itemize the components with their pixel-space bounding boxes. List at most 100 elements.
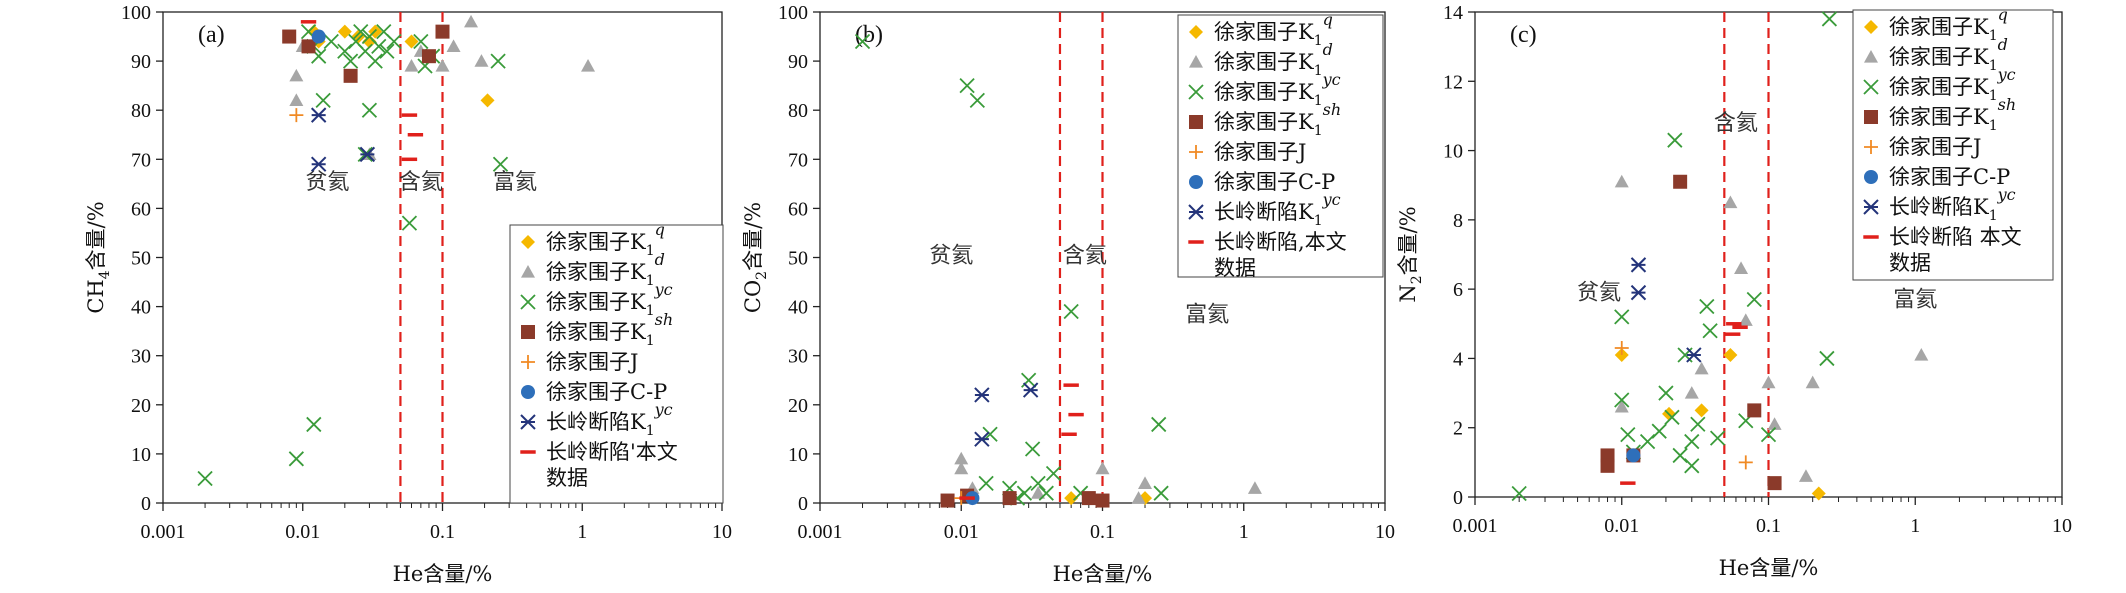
legend-item-xcp: 徐家围子C-P <box>1864 165 2010 189</box>
zone-label: 富氦 <box>493 170 537 195</box>
legend-marker <box>1864 20 1878 34</box>
legend-item-xq: 徐家围子K1q <box>1864 5 2008 44</box>
x-axis-title: He含量/% <box>1053 562 1153 586</box>
series-xd <box>954 451 1262 504</box>
data-point <box>1798 469 1813 482</box>
data-point <box>1600 458 1615 473</box>
data-point <box>404 34 419 49</box>
x-tick-label: 10 <box>712 521 732 543</box>
series-xyc <box>854 33 1169 506</box>
legend-label-sub: 1 <box>1314 63 1323 79</box>
series-xcp <box>311 29 326 44</box>
data-point <box>1914 347 1929 361</box>
legend-label-sub: 1 <box>1989 28 1998 44</box>
data-point <box>1095 493 1110 508</box>
y-axis-title-main: N <box>1396 284 1420 302</box>
y-axis-title-tail: 含量/% <box>84 201 108 270</box>
data-point <box>1045 465 1062 482</box>
data-point <box>343 68 358 83</box>
legend-label-sub: 1 <box>1989 58 1998 74</box>
y-tick-label: 60 <box>788 198 808 220</box>
legend-label-text: 徐家围子K <box>1214 110 1314 134</box>
series-xyc <box>1511 11 1838 502</box>
legend-label: 长岭断陷K1 yc <box>546 400 673 439</box>
zone-label: 富氦 <box>1893 287 1937 312</box>
legend-label-text: 徐家围子K <box>546 290 646 314</box>
legend-label-text: 长岭断陷,本文 <box>1214 230 1347 254</box>
data-point <box>974 387 990 403</box>
legend-marker <box>1189 25 1203 39</box>
data-point <box>1821 11 1838 27</box>
legend-label-sup: d <box>655 250 665 269</box>
legend-label: 徐家围子K1sh <box>1889 95 2016 134</box>
series-cl <box>310 107 376 172</box>
legend-label-text: 徐家围子K <box>1889 45 1989 69</box>
legend-item-xsh: 徐家围子K1sh <box>1864 95 2016 134</box>
data-point <box>310 156 327 172</box>
y-tick-label: 70 <box>788 149 808 171</box>
y-tick-label: 40 <box>788 297 808 319</box>
x-tick-label: 0.001 <box>1453 515 1498 537</box>
data-point <box>1723 347 1738 362</box>
legend-label-text: 长岭断陷K <box>546 410 646 434</box>
y-tick-label: 10 <box>131 444 151 466</box>
legend-item-cl: 长岭断陷K1 yc <box>1188 190 1341 229</box>
legend-label-sub: 1 <box>646 423 655 439</box>
data-point <box>1767 476 1782 491</box>
data-point <box>1630 257 1647 273</box>
data-point <box>1151 416 1167 433</box>
legend-item-xj: 徐家围子J <box>521 350 638 374</box>
y-tick-label: 0 <box>1453 487 1463 509</box>
zone-label: 含氦 <box>399 170 443 195</box>
data-point <box>446 39 461 52</box>
y-tick-label: 60 <box>131 198 151 220</box>
data-point <box>1761 375 1776 389</box>
x-tick-label: 0.1 <box>1756 515 1781 537</box>
x-tick-label: 1 <box>1910 515 1920 537</box>
data-point <box>1095 461 1110 475</box>
data-point <box>323 33 339 50</box>
data-point <box>353 24 369 40</box>
legend-marker <box>1189 145 1203 159</box>
legend-marker <box>1188 84 1204 100</box>
y-tick-label: 50 <box>788 248 808 270</box>
data-point <box>1021 372 1037 388</box>
data-point <box>404 59 419 72</box>
chart-panel-3: 0.001 0.01 0.1 1 1002468101214He含量/%N2含量/%(c… <box>1396 2 2072 580</box>
x-tick-label: 0.01 <box>944 521 979 543</box>
legend-label: 长岭断陷K1 yc <box>1889 185 2016 224</box>
data-point <box>954 461 969 475</box>
y-tick-label: 80 <box>131 100 151 122</box>
data-point <box>1024 441 1041 457</box>
data-point <box>1153 485 1169 501</box>
legend-item-xd: 徐家围子K1d <box>1864 35 2008 74</box>
data-point <box>974 431 990 447</box>
legend-label: 长岭断陷 本文 <box>1889 225 2022 249</box>
legend-label-text: 徐家围子K <box>1214 80 1314 104</box>
data-point <box>288 451 304 467</box>
x-axis-title: He含量/% <box>393 562 493 586</box>
data-point <box>474 54 489 67</box>
data-point <box>1811 486 1826 501</box>
legend-marker <box>520 294 536 310</box>
legend-marker <box>521 265 535 278</box>
series-xcp <box>1626 448 1641 463</box>
legend-item-xcp: 徐家围子C-P <box>521 380 667 404</box>
legend-item-xsh: 徐家围子K1sh <box>521 310 673 349</box>
data-point <box>1709 430 1726 446</box>
data-point <box>480 93 495 108</box>
legend-box <box>1852 9 2054 281</box>
chart-panel-1: 0.001 0.01 0.1 1 100102030405060708090100He含… <box>84 2 732 586</box>
data-point <box>1734 261 1749 274</box>
legend-label-text: 徐家围子J <box>1214 140 1306 164</box>
legend-marker <box>1864 50 1878 63</box>
legend-marker <box>1189 115 1203 129</box>
data-point <box>310 107 327 123</box>
y-tick-label: 90 <box>131 51 151 73</box>
legend-label-sup: q <box>655 220 665 239</box>
legend-label: 徐家围子C-P <box>546 380 667 404</box>
x-axis-title: He含量/% <box>1719 556 1819 580</box>
legend-label-text: 长岭断陷K <box>1214 200 1314 224</box>
data-point <box>959 78 975 94</box>
legend-label: 徐家围子J <box>546 350 638 374</box>
